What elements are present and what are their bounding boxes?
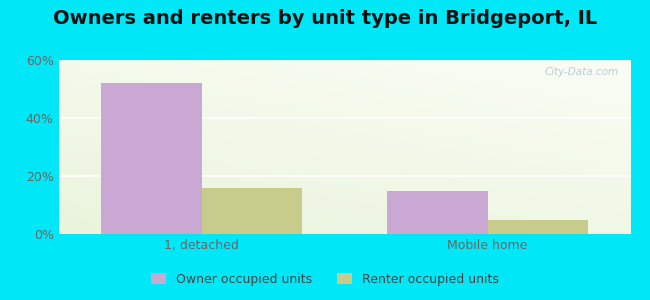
Legend: Owner occupied units, Renter occupied units: Owner occupied units, Renter occupied un…: [146, 268, 504, 291]
Bar: [387, 190, 488, 234]
Text: City-Data.com: City-Data.com: [545, 67, 619, 77]
Bar: [202, 188, 302, 234]
Bar: [101, 83, 202, 234]
Text: Owners and renters by unit type in Bridgeport, IL: Owners and renters by unit type in Bridg…: [53, 9, 597, 28]
Bar: [488, 220, 588, 234]
